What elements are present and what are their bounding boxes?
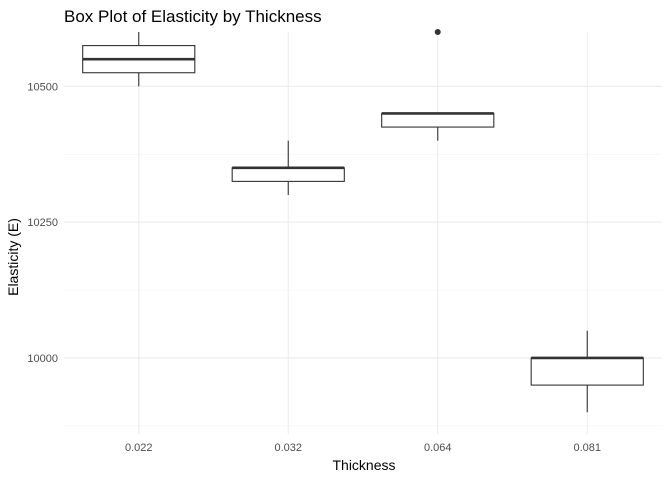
x-tick-label: 0.032 [274,442,302,454]
y-axis-title: Elasticity (E) [5,218,21,296]
y-axis-tick-labels: 10000 10250 10500 [27,81,58,365]
x-tick-label: 0.081 [573,442,601,454]
y-tick-label: 10000 [27,353,58,365]
boxes [82,29,644,413]
x-tick-label: 0.022 [125,442,153,454]
iqr-box [530,357,644,386]
iqr-box [231,167,345,182]
box-0.032 [231,140,345,195]
x-axis-title: Thickness [332,457,395,473]
outlier-point [434,29,441,35]
box-0.022 [82,32,196,87]
chart-title: Box Plot of Elasticity by Thickness [64,7,322,26]
x-axis-tick-labels: 0.022 0.032 0.064 0.081 [125,442,601,454]
iqr-box [381,112,495,128]
x-tick-label: 0.064 [424,442,452,454]
y-tick-label: 10250 [27,217,58,229]
y-tick-label: 10500 [27,81,58,93]
box-0.064 [381,29,495,141]
box-0.081 [530,330,644,413]
